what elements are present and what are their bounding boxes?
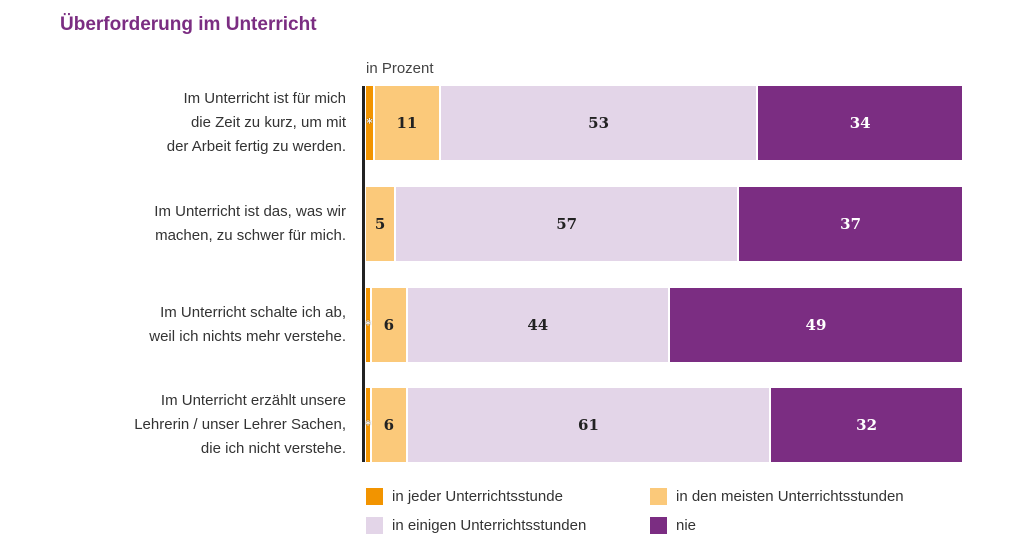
legend-item: in einigen Unterrichtsstunden: [366, 517, 586, 534]
bar-segment: 11: [374, 86, 441, 160]
data-label: 6: [383, 416, 395, 434]
category-label: Im Unterricht erzählt unsere Lehrerin / u…: [86, 389, 346, 461]
category-label: Im Unterricht ist für mich die Zeit zu ku…: [86, 87, 346, 159]
bar-row: * 11 53 34: [366, 86, 962, 160]
bar-segment: 37: [739, 187, 962, 261]
bar-segment: 57: [396, 187, 740, 261]
legend-label: nie: [676, 517, 697, 534]
category-label: Im Unterricht schalte ich ab, weil ich ni…: [86, 301, 346, 349]
data-label: 57: [556, 215, 578, 233]
category-label-line: Im Unterricht ist das, was wir: [154, 203, 346, 220]
bar-segment: 6: [371, 288, 408, 362]
bar-segment: 44: [407, 288, 670, 362]
legend-item: nie: [650, 517, 696, 534]
bar-row: 5 57 37: [366, 187, 962, 261]
legend-swatch: [366, 517, 383, 534]
category-label-line: der Arbeit fertig zu werden.: [166, 138, 346, 155]
bar-segment: *: [364, 288, 372, 362]
category-label-line: die Zeit zu kurz, um mit: [190, 114, 346, 131]
data-label: 11: [396, 114, 418, 132]
data-label: 49: [805, 316, 827, 334]
category-label-line: die ich nicht verstehe.: [200, 440, 346, 457]
category-label-line: machen, zu schwer für mich.: [155, 227, 346, 244]
data-label: *: [364, 418, 372, 432]
unit-label: in Prozent: [366, 60, 434, 77]
legend-item: in jeder Unterrichtsstunde: [366, 488, 563, 505]
bar-segment: 5: [366, 187, 397, 261]
data-label: 37: [840, 215, 862, 233]
bar-segment: 34: [758, 86, 962, 160]
data-label: 6: [383, 316, 395, 334]
category-label-line: Im Unterricht schalte ich ab,: [160, 304, 346, 321]
bar-segment: 53: [440, 86, 759, 160]
legend-label: in jeder Unterrichtsstunde: [392, 488, 563, 505]
legend-label: in den meisten Unterrichtsstunden: [676, 488, 904, 505]
data-label: 34: [849, 114, 871, 132]
category-label-line: weil ich nichts mehr verstehe.: [149, 328, 346, 345]
legend-swatch: [366, 488, 383, 505]
legend-swatch: [650, 517, 667, 534]
bar-segment: 61: [407, 388, 772, 462]
chart-title: Überforderung im Unterricht: [60, 14, 317, 35]
bar-row: * 6 44 49: [364, 288, 962, 362]
bar-row: * 6 61 32: [364, 388, 962, 462]
legend-item: in den meisten Unterrichtsstunden: [650, 488, 904, 505]
data-label: 53: [588, 114, 610, 132]
bar-segment: 6: [371, 388, 408, 462]
data-label: 61: [578, 416, 599, 434]
data-label: *: [366, 116, 373, 130]
data-label: 44: [527, 316, 549, 334]
category-label-line: Im Unterricht erzählt unsere: [160, 392, 346, 409]
bar-segment: *: [366, 86, 375, 160]
data-label: *: [364, 318, 372, 332]
bar-segment: 32: [771, 388, 962, 462]
legend-swatch: [650, 488, 667, 505]
category-label-line: Im Unterricht ist für mich: [183, 90, 346, 107]
bar-segment: 49: [669, 288, 962, 362]
category-label-line: Lehrerin / unser Lehrer Sachen,: [134, 416, 346, 433]
data-label: 32: [856, 416, 878, 434]
bar-segment: *: [364, 388, 372, 462]
axis-line: [362, 86, 365, 462]
data-label: 5: [374, 215, 386, 233]
legend-label: in einigen Unterrichtsstunden: [392, 517, 587, 534]
category-label: Im Unterricht ist das, was wir machen, zu…: [86, 200, 346, 248]
